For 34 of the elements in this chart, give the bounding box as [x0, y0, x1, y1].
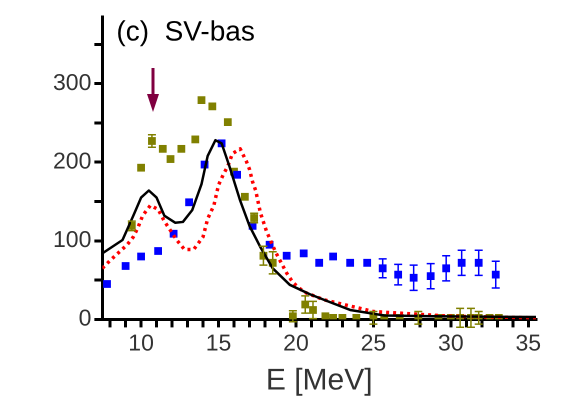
point	[137, 164, 145, 172]
y-tick-label: 0	[78, 304, 92, 331]
x-tick-label: 20	[283, 330, 309, 356]
point	[233, 170, 241, 179]
x-tick-label: 10	[128, 330, 154, 356]
point	[300, 249, 308, 258]
y-tick-label: 200	[53, 148, 92, 174]
point	[103, 280, 111, 288]
point	[208, 102, 216, 110]
point	[346, 258, 354, 267]
point	[198, 96, 206, 104]
x-tick-label: 35	[515, 330, 542, 356]
point	[282, 252, 291, 260]
point	[158, 144, 167, 153]
x-tick-label: 30	[438, 330, 464, 356]
point	[191, 136, 200, 144]
point	[177, 144, 186, 153]
point	[185, 198, 193, 206]
point	[321, 312, 330, 320]
point	[224, 118, 232, 126]
point	[240, 192, 249, 201]
chart-title: (c) SV-bas	[116, 16, 255, 47]
x-axis-title: E [MeV]	[266, 363, 373, 396]
point	[363, 258, 372, 267]
x-tick-label: 15	[206, 330, 232, 356]
point	[154, 247, 162, 255]
point	[329, 252, 338, 260]
y-tick-label: 300	[53, 68, 92, 95]
point	[166, 155, 174, 163]
point	[315, 258, 324, 267]
y-tick-label: 100	[53, 226, 92, 252]
x-tick-label: 25	[360, 330, 386, 356]
point	[122, 262, 130, 270]
point	[137, 252, 145, 260]
